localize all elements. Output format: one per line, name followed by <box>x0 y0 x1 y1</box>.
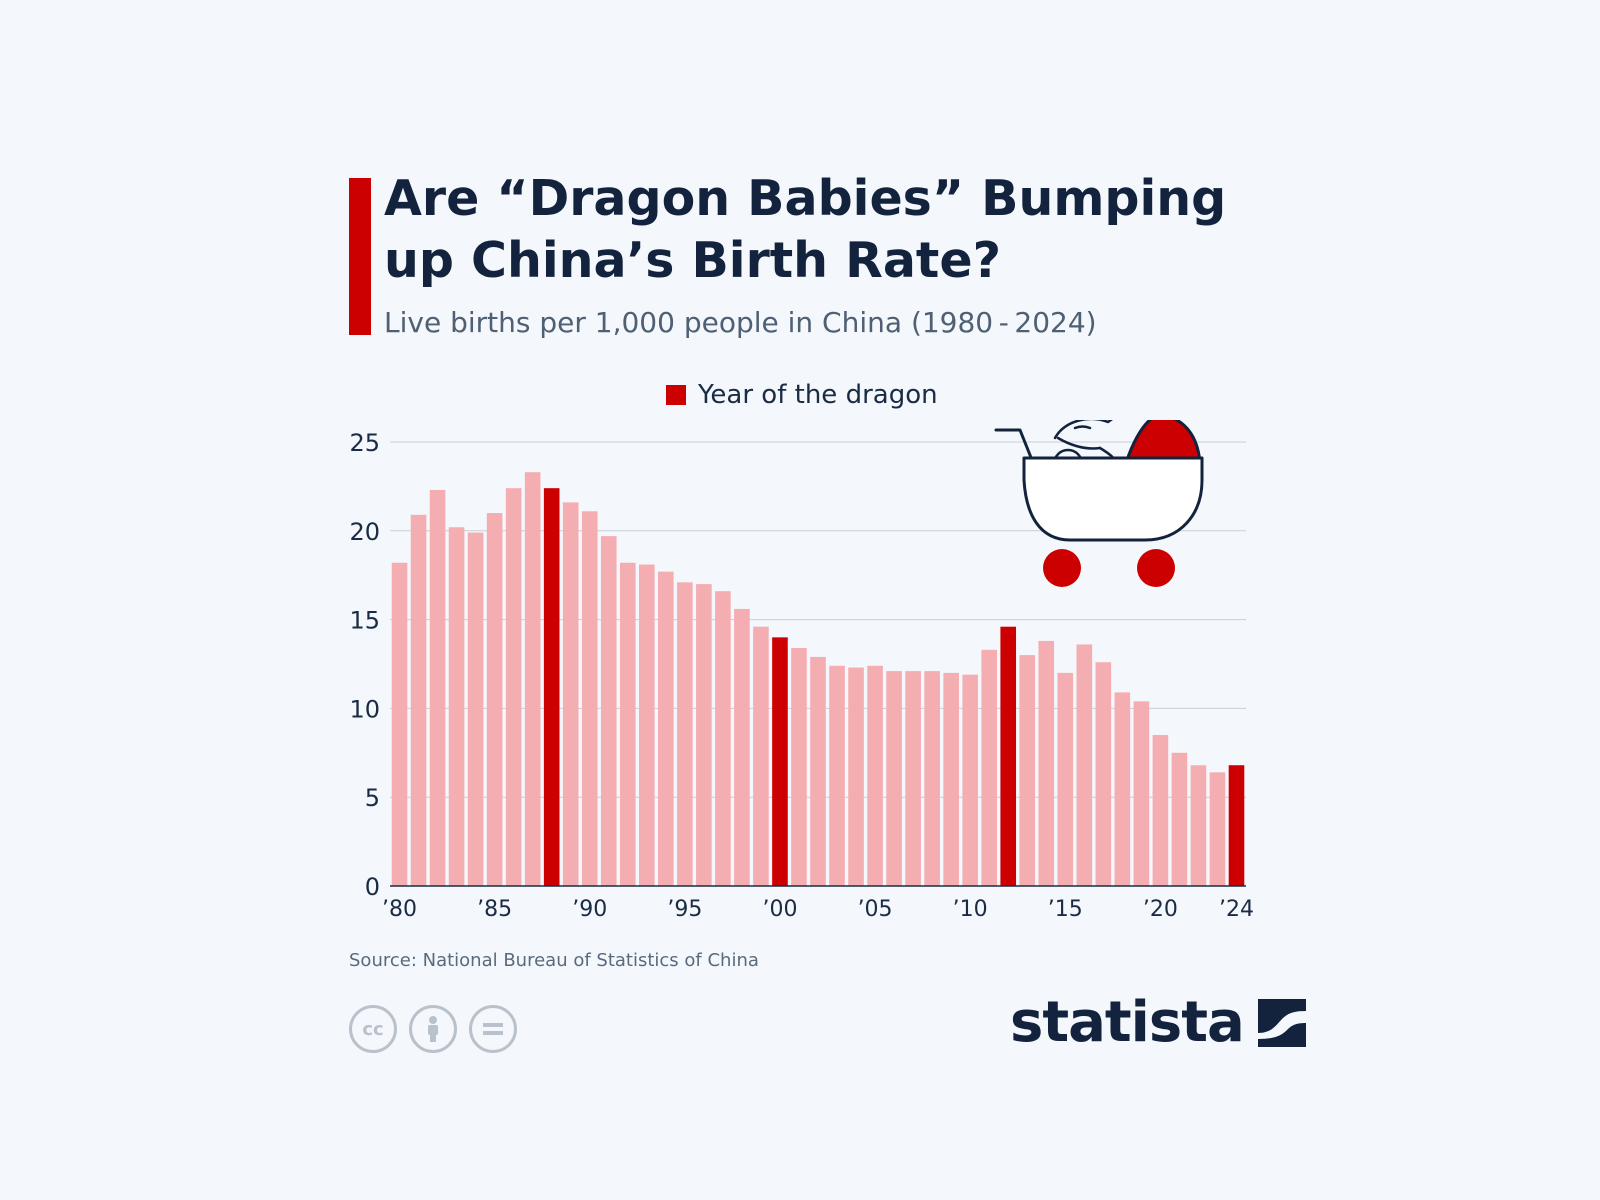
bar <box>981 649 997 886</box>
chart-title: Are “Dragon Babies” Bumping up China’s B… <box>384 170 1227 289</box>
bar-chart: 0 5 10 15 20 25 ’80 ’85 ’90 ’95 ’00 ’05 ’10 ’15 ’20 ’2… <box>349 420 1254 920</box>
bar <box>524 472 541 886</box>
bar <box>658 571 674 886</box>
bar <box>505 488 522 886</box>
bar <box>619 562 636 886</box>
y-tick-label: 10 <box>349 695 380 723</box>
bar <box>1190 765 1207 886</box>
x-tick-label: ’00 <box>762 897 797 920</box>
legend-label: Year of the dragon <box>698 380 938 410</box>
bar <box>1152 735 1169 886</box>
x-tick-label: ’85 <box>477 897 512 920</box>
no-derivatives-icon[interactable] <box>469 1005 517 1053</box>
bar <box>448 527 465 886</box>
bar <box>1095 662 1112 886</box>
bar <box>486 513 503 886</box>
brand-name: statista <box>1010 990 1245 1055</box>
pram-wheel-right-icon <box>1137 549 1175 587</box>
bar <box>886 671 902 886</box>
x-tick-label: ’95 <box>667 897 702 920</box>
bar <box>867 665 883 886</box>
dragon-pram-illustration <box>994 420 1204 587</box>
bar <box>734 608 750 886</box>
bar <box>1019 655 1036 886</box>
bar <box>810 656 826 886</box>
bars <box>391 472 1245 886</box>
bar <box>715 591 731 886</box>
statista-logo[interactable]: statista <box>1010 995 1306 1051</box>
pram-handle-icon <box>994 428 1034 462</box>
bar <box>905 671 921 886</box>
x-tick-label: ’15 <box>1048 897 1083 920</box>
bar-dragon-year <box>543 488 560 886</box>
legend-swatch-dragon <box>666 385 686 405</box>
bar <box>829 665 845 886</box>
source-note: Source: National Bureau of Statistics of… <box>349 950 759 971</box>
bar <box>391 562 408 886</box>
bar-dragon-year <box>1000 626 1017 886</box>
x-tick-label: ’80 <box>382 897 417 920</box>
x-tick-label: ’24 <box>1219 897 1254 920</box>
bar <box>581 511 598 886</box>
bar <box>1057 672 1074 886</box>
bar <box>791 648 807 886</box>
bar <box>753 626 769 886</box>
x-tick-label: ’10 <box>953 897 988 920</box>
y-tick-label: 5 <box>365 784 380 812</box>
bar <box>600 536 617 886</box>
y-tick-label: 25 <box>349 429 380 457</box>
pram-basket-icon <box>1022 456 1204 542</box>
bar <box>677 582 693 886</box>
legend: Year of the dragon <box>666 380 938 410</box>
x-axis-ticks: ’80 ’85 ’90 ’95 ’00 ’05 ’10 ’15 ’20 ’24 <box>382 897 1254 920</box>
bar <box>429 489 446 886</box>
bar <box>848 667 864 886</box>
chart-subtitle: Live births per 1,000 people in China (1… <box>384 306 1097 339</box>
y-tick-label: 20 <box>349 518 380 546</box>
bar <box>1133 701 1150 886</box>
y-tick-label: 0 <box>365 873 380 901</box>
bar <box>1209 772 1226 886</box>
attribution-icon[interactable] <box>409 1005 457 1053</box>
x-tick-label: ’90 <box>572 897 607 920</box>
pram-wheel-left-icon <box>1043 549 1081 587</box>
bar <box>410 514 427 886</box>
x-tick-label: ’05 <box>858 897 893 920</box>
y-tick-label: 15 <box>349 607 380 635</box>
bar <box>467 532 484 886</box>
bar <box>1076 644 1093 886</box>
bar <box>1114 692 1131 886</box>
bar <box>924 671 940 886</box>
bar <box>943 672 959 886</box>
cc-icon[interactable]: cc <box>349 1005 397 1053</box>
accent-bar <box>349 178 371 335</box>
bar <box>696 584 712 886</box>
bar <box>962 674 978 886</box>
bar <box>639 564 655 886</box>
bar <box>1171 752 1188 886</box>
bar <box>1038 640 1055 886</box>
bar <box>562 502 579 886</box>
license-icons: cc <box>349 1005 529 1053</box>
bar-dragon-year <box>772 637 788 886</box>
x-tick-label: ’20 <box>1143 897 1178 920</box>
bar-dragon-year <box>1228 765 1245 886</box>
y-axis-ticks: 0 5 10 15 20 25 <box>349 429 380 901</box>
statista-mark-icon <box>1257 999 1306 1047</box>
